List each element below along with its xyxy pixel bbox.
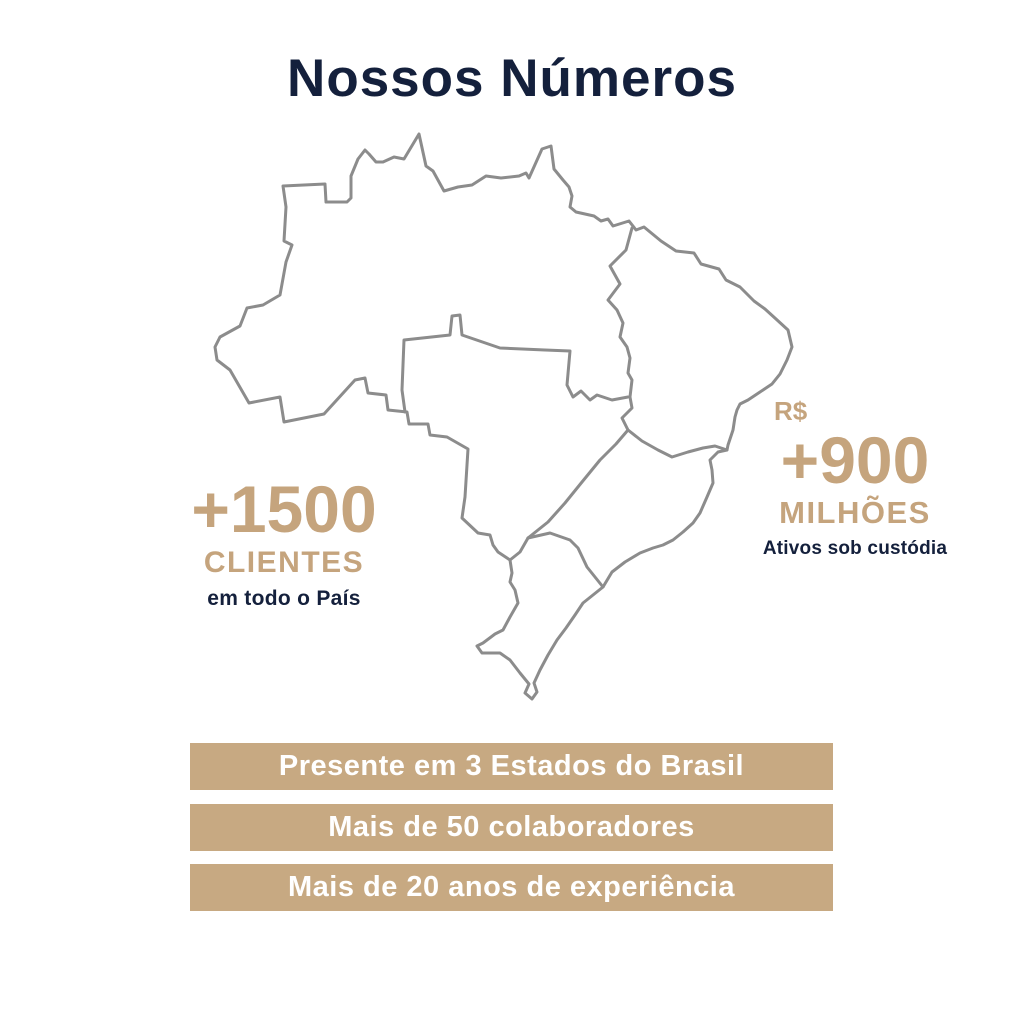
stat-clients-value: +1500 bbox=[191, 472, 377, 546]
map-region-border-southeast-south bbox=[526, 531, 605, 589]
map-region-border-north-south bbox=[400, 313, 630, 414]
banner-states: Presente em 3 Estados do Brasil bbox=[190, 743, 833, 790]
map-region-border-northeast-southeast bbox=[626, 428, 729, 459]
banner-experience-label: Mais de 20 anos de experiência bbox=[288, 871, 735, 903]
stat-assets-value: +900 bbox=[780, 423, 930, 497]
map-outline bbox=[213, 132, 794, 701]
banner-experience: Mais de 20 anos de experiência bbox=[190, 864, 833, 911]
banner-employees-label: Mais de 50 colaboradores bbox=[328, 811, 695, 843]
stat-assets-label: MILHÕES bbox=[779, 495, 931, 530]
stat-assets-sublabel: Ativos sob custódia bbox=[762, 538, 948, 559]
stat-clients-sublabel: em todo o País bbox=[207, 587, 361, 610]
stat-clients-label: CLIENTES bbox=[203, 546, 365, 579]
banner-employees: Mais de 50 colaboradores bbox=[190, 804, 833, 851]
map-region-border-centerwest-south bbox=[508, 536, 530, 562]
stat-clients: +1500 CLIENTES em todo o País bbox=[158, 476, 410, 611]
map-region-border-northeast-west bbox=[606, 226, 634, 432]
map-region-border-centerwest-southeast bbox=[526, 428, 630, 540]
banner-states-label: Presente em 3 Estados do Brasil bbox=[278, 750, 745, 782]
page-title: Nossos Números bbox=[287, 49, 737, 108]
stat-assets: R$ +900 MILHÕES Ativos sob custódia bbox=[730, 398, 980, 560]
banner-list: Presente em 3 Estados do Brasil Mais de … bbox=[190, 743, 833, 911]
stat-assets-currency: R$ bbox=[774, 396, 808, 426]
